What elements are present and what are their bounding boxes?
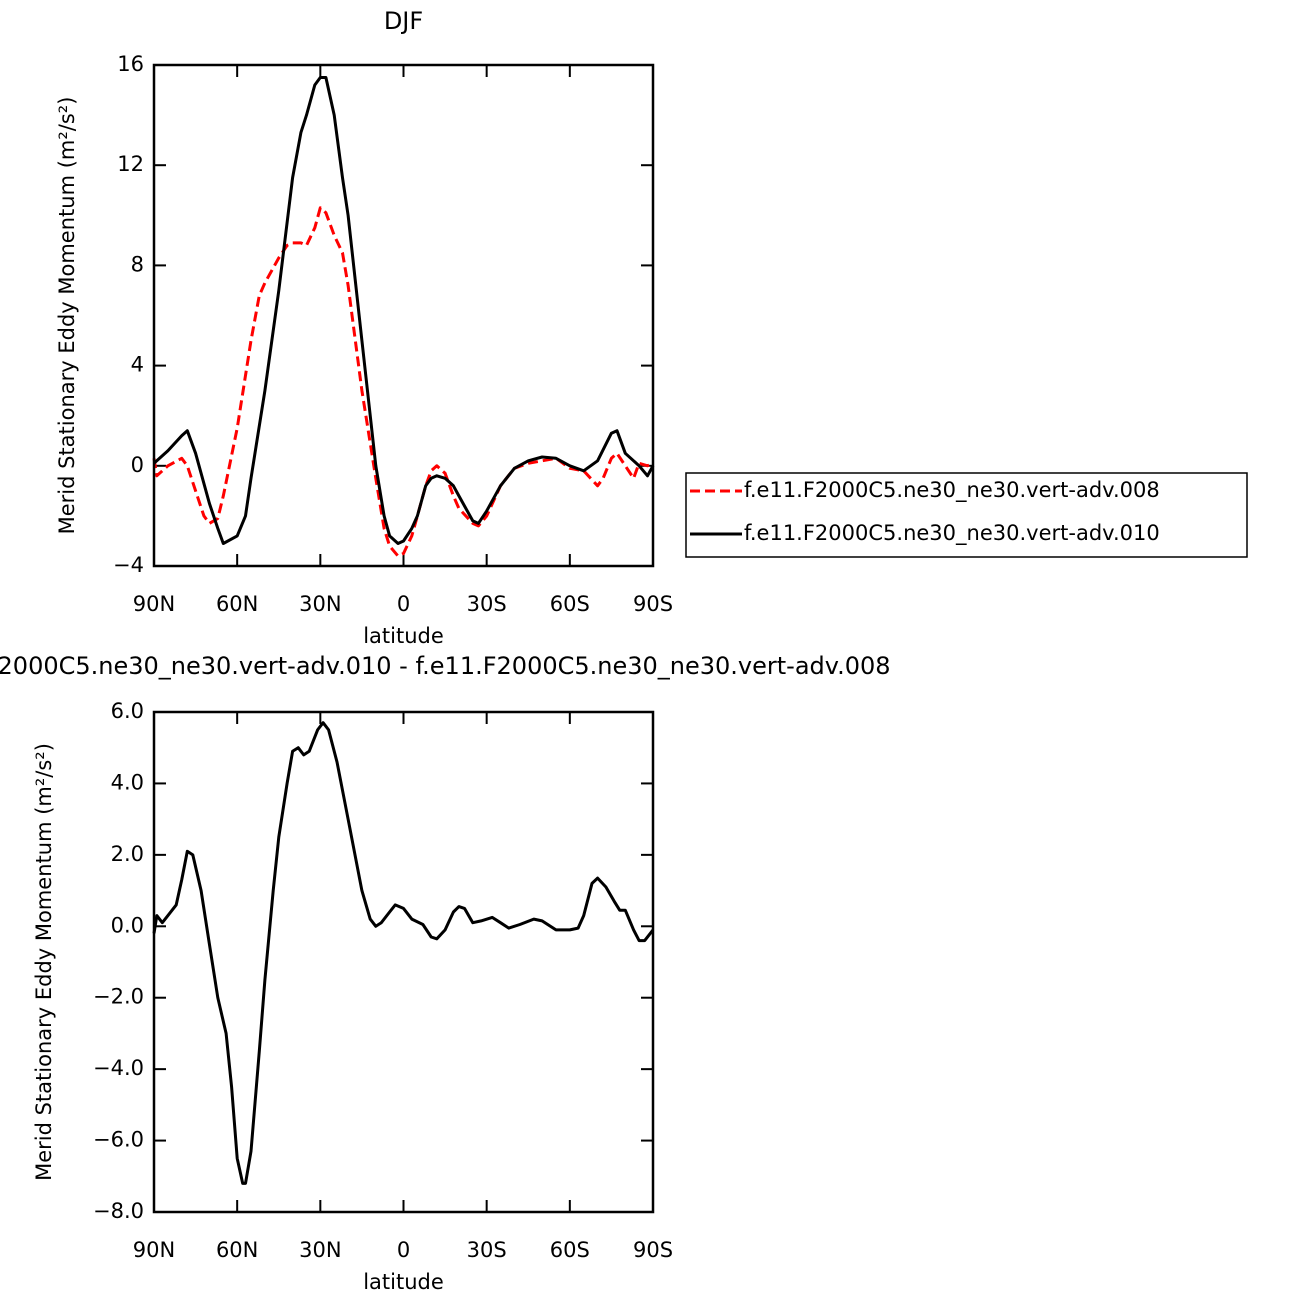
x-tick-label: 30S bbox=[467, 1238, 507, 1262]
x-axis-label: latitude bbox=[363, 624, 444, 648]
y-tick-label: 0.0 bbox=[111, 913, 144, 937]
x-tick-label: 60N bbox=[216, 592, 258, 616]
y-tick-label: −8.0 bbox=[93, 1199, 144, 1223]
y-tick-label: 8 bbox=[131, 252, 144, 276]
y-tick-label: 4.0 bbox=[111, 770, 144, 794]
y-tick-label: −2.0 bbox=[93, 985, 144, 1009]
data-line bbox=[152, 721, 655, 1185]
plot-frame bbox=[152, 63, 655, 568]
y-tick-label: 16 bbox=[117, 52, 144, 76]
legend-label: f.e11.F2000C5.ne30_ne30.vert-adv.008 bbox=[744, 478, 1160, 503]
y-tick-label: 0 bbox=[131, 453, 144, 477]
x-tick-label: 90N bbox=[133, 1238, 175, 1262]
legend-label: f.e11.F2000C5.ne30_ne30.vert-adv.010 bbox=[744, 521, 1160, 546]
x-tick-label: 60S bbox=[550, 1238, 590, 1262]
data-line bbox=[152, 76, 655, 545]
legend-box bbox=[685, 472, 1248, 558]
x-tick-label: 30S bbox=[467, 592, 507, 616]
y-tick-label: −4 bbox=[113, 553, 144, 577]
chart-title: f.e11.F2000C5.ne30_ne30.vert-adv.010 - f… bbox=[0, 652, 891, 680]
y-tick-label: −4.0 bbox=[93, 1056, 144, 1080]
y-tick-label: 6.0 bbox=[111, 699, 144, 723]
x-tick-label: 90N bbox=[133, 592, 175, 616]
legend: f.e11.F2000C5.ne30_ne30.vert-adv.008 f.e1… bbox=[685, 472, 1248, 558]
y-tick-label: 4 bbox=[131, 353, 144, 377]
y-tick-label: 12 bbox=[117, 152, 144, 176]
x-tick-label: 30N bbox=[299, 1238, 341, 1262]
x-tick-label: 0 bbox=[397, 592, 410, 616]
x-tick-label: 0 bbox=[397, 1238, 410, 1262]
x-tick-label: 30N bbox=[299, 592, 341, 616]
y-tick-label: −6.0 bbox=[93, 1128, 144, 1152]
chart-title: DJF bbox=[384, 7, 423, 35]
x-tick-label: 90S bbox=[633, 592, 673, 616]
x-tick-label: 90S bbox=[633, 1238, 673, 1262]
plot-frame bbox=[152, 710, 655, 1214]
x-tick-label: 60S bbox=[550, 592, 590, 616]
data-line bbox=[152, 206, 654, 558]
y-axis-label: Merid Stationary Eddy Momentum (m²/s²) bbox=[55, 97, 79, 535]
y-axis-label: Merid Stationary Eddy Momentum (m²/s²) bbox=[32, 743, 56, 1181]
x-tick-label: 60N bbox=[216, 1238, 258, 1262]
y-tick-label: 2.0 bbox=[111, 842, 144, 866]
x-axis-label: latitude bbox=[363, 1270, 444, 1294]
